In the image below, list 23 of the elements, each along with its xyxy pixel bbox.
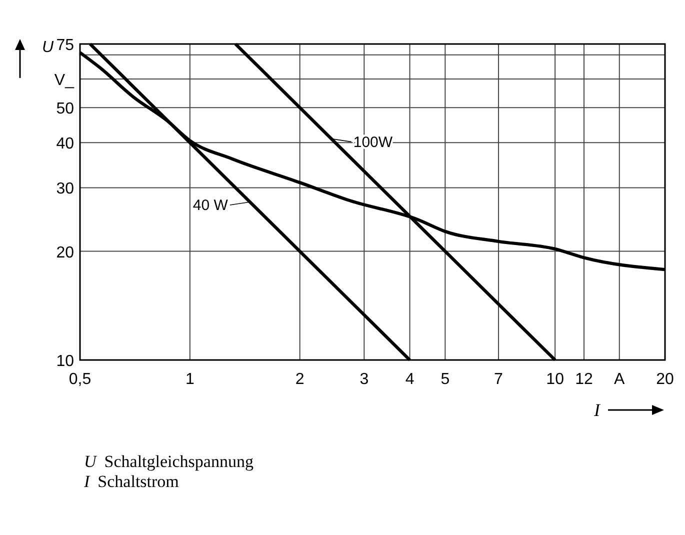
y-tick-label: 30 bbox=[56, 180, 74, 198]
y-tick-label: 10 bbox=[56, 353, 74, 370]
x-tick-label: 2 bbox=[295, 371, 304, 388]
x-tick-label: A bbox=[614, 371, 626, 388]
x-tick-label: 5 bbox=[440, 371, 450, 388]
x-tick-label: 10 bbox=[546, 371, 564, 388]
series-label: 40 W bbox=[192, 197, 229, 214]
x-tick-label: 7 bbox=[494, 371, 504, 388]
y-tick-label: 40 bbox=[56, 136, 74, 153]
x-tick-label: 1 bbox=[185, 371, 194, 388]
x-tick-label: 0,5 bbox=[68, 371, 92, 388]
x-tick-label: 12 bbox=[575, 371, 593, 388]
x-tick-label: 3 bbox=[360, 371, 369, 388]
y-tick-label: 50 bbox=[56, 100, 74, 118]
text: I Schaltstrom bbox=[83, 472, 179, 491]
y-axis-title: U bbox=[42, 39, 54, 56]
x-tick-label: 20 bbox=[656, 371, 674, 388]
x-tick-label: 4 bbox=[405, 371, 414, 388]
y-tick-label: V_ bbox=[54, 72, 76, 89]
x-axis-title: I bbox=[593, 400, 601, 420]
text: U Schaltgleichspannung bbox=[84, 452, 254, 471]
y-tick-label: 75 bbox=[56, 37, 74, 54]
y-tick-label: 20 bbox=[56, 244, 74, 262]
